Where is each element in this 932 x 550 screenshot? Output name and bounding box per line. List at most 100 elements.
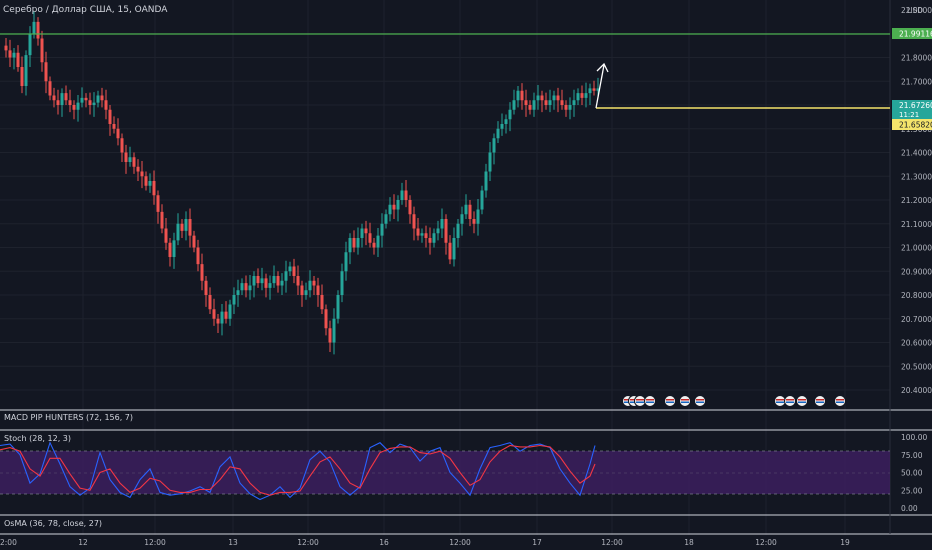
candle-body [116,128,120,139]
candle-body [436,228,440,234]
symbol-title[interactable]: Серебро / Доллар США, 15, OANDA [3,5,168,15]
candle-body [516,90,520,101]
candle-body [444,219,448,243]
macd-indicator-label[interactable]: MACD PIP HUNTERS (72, 156, 7) [4,413,134,422]
candle-body [16,52,20,67]
time-tick-label: 13 [228,538,238,547]
stoch-band [0,451,890,494]
candle-body [288,266,292,272]
candle-body [292,266,296,276]
event-flag-icon[interactable] [796,395,808,407]
price-tick-label: 20.70000 [901,315,932,324]
target-arrow[interactable] [595,62,609,109]
candle-body [448,242,452,260]
candle-body [196,247,200,265]
candle-body [416,228,420,236]
candle-body [88,100,92,105]
candle-body [140,171,144,177]
stoch-indicator-label[interactable]: Stoch (28, 12, 3) [4,434,71,443]
candle-body [528,105,532,110]
candle-body [308,280,312,291]
yellow-line-price-label: 21.65820 [892,119,932,130]
currency-label: USD [907,6,923,15]
event-flag-icon[interactable] [644,395,656,407]
current-price-label: 21.67260 11:21 [892,100,932,120]
candle-body [228,304,232,319]
candle-body [104,100,108,110]
candle-body [380,223,384,236]
candle-body [216,318,220,324]
stoch-lines [0,441,596,501]
candle-body [168,242,172,257]
stoch-k-line [0,441,596,501]
price-tick-label: 20.90000 [901,267,932,276]
candle-body [300,285,304,295]
candle-body [12,52,16,58]
candle-body [324,309,328,329]
candle-body [328,328,332,343]
event-flag-icon[interactable] [784,395,796,407]
candle-body [152,181,156,196]
event-flag-icon[interactable] [679,395,691,407]
candle-body [52,95,56,101]
event-flag-icon[interactable] [834,395,846,407]
time-tick-label: 12:00 [601,538,623,547]
price-tick-label: 21.00000 [901,244,932,253]
economic-events[interactable] [622,395,846,407]
candle-body [172,240,176,257]
candle-body [404,190,408,200]
candle-body [120,138,124,153]
candle-body [468,204,472,219]
candle-body [276,276,280,286]
event-flag-icon[interactable] [814,395,826,407]
candle-body [456,223,460,238]
bar-countdown: 11:21 [899,111,919,119]
osma-indicator-label[interactable]: OsMA (36, 78, close, 27) [4,519,103,528]
svg-text:21.65820: 21.65820 [899,121,932,130]
candle-body [316,285,320,295]
candle-body [212,309,216,319]
candle-body [432,233,436,243]
price-tick-label: 20.60000 [901,339,932,348]
candle-body [412,214,416,229]
candle-body [596,88,600,91]
candle-body [548,100,552,105]
price-tick-label: 21.30000 [901,172,932,181]
time-tick-label: 17 [532,538,542,547]
candle-body [32,21,36,34]
candle-body [476,209,480,224]
candle-body [248,285,252,291]
candle-body [96,95,100,103]
candle-body [472,219,476,224]
candle-body [440,219,444,229]
time-axis[interactable]: 2:00 12 12:00 13 12:00 16 12:00 17 12:00 18 12:00 1… [0,538,850,547]
event-flag-icon[interactable] [774,395,786,407]
candle-body [420,233,424,236]
stoch-axis[interactable]: 100.00 75.00 50.00 25.00 0.00 [901,433,927,513]
time-tick-label: 18 [684,538,694,547]
price-tick-label: 21.70000 [901,77,932,86]
event-flag-icon[interactable] [634,395,646,407]
event-flag-icon[interactable] [664,395,676,407]
candle-body [236,290,240,295]
candle-body [48,81,52,96]
price-tick-label: 22.00000 [901,6,932,15]
candle-body [80,97,84,103]
candle-body [224,311,228,319]
candle-body [344,252,348,272]
candle-body [136,166,140,172]
candle-body [176,223,180,241]
stoch-d-line [0,444,596,496]
candle-body [64,93,68,101]
time-tick-label: 12:00 [144,538,166,547]
time-tick-label: 16 [379,538,389,547]
candle-body [392,204,396,210]
candle-body [60,93,64,105]
candle-body [4,45,8,51]
candle-body [372,242,376,248]
event-flag-icon[interactable] [694,395,706,407]
candle-body [204,280,208,295]
candle-body [340,271,344,295]
candle-body [124,152,128,162]
